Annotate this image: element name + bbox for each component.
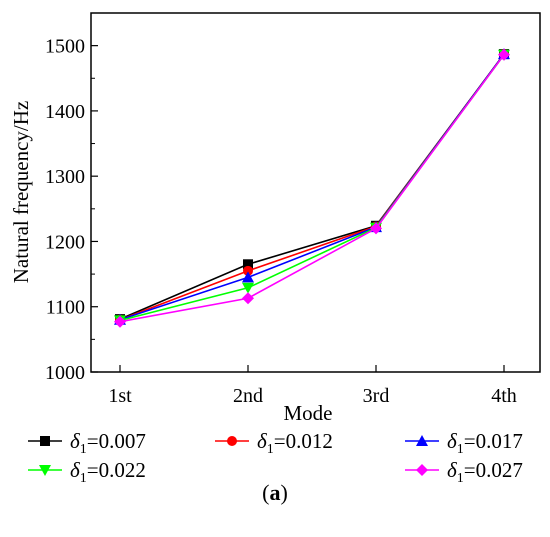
legend-item: δ1=0.012 [215,429,333,457]
series-3 [114,48,510,325]
y-tick-label: 1500 [45,36,85,58]
series-line [119,54,505,322]
data-point [242,282,254,294]
x-tick-label: 4th [491,385,517,407]
legend: δ1=0.007 δ1=0.012 δ1=0.017 δ1=0.022 δ1=0.027 [28,429,523,486]
series-2 [115,49,509,325]
legend-label: δ1=0.022 [70,458,146,486]
y-tick-label: 1100 [46,297,85,319]
data-point [242,292,254,305]
data-point [114,315,126,328]
legend-label: δ1=0.012 [257,429,333,457]
series-line [119,54,505,323]
legend-marker [416,435,428,446]
legend-marker [227,436,237,446]
legend-marker [40,436,50,446]
y-axis: 1000 1100 1200 1300 1400 1500 [45,12,98,384]
series-4 [114,49,510,327]
x-tick-label: 3rd [363,385,390,407]
data-point [498,48,510,61]
y-tick-label: 1200 [45,231,85,253]
legend-item: δ1=0.017 [405,429,523,457]
y-tick-label: 1400 [45,101,85,123]
legend-marker [416,464,428,476]
data-point [243,265,253,276]
y-tick-label: 1300 [45,166,85,188]
legend-label: δ1=0.007 [70,429,146,457]
x-tick-label: 1st [108,385,132,407]
legend-item: δ1=0.027 [405,458,523,486]
y-axis-title: Natural frequency/Hz [9,101,33,284]
data-point [243,259,253,270]
x-tick-label: 2nd [233,385,263,407]
x-axis-title: Mode [284,401,333,425]
series-line [119,53,505,320]
data-point [242,271,254,283]
series-layer [114,48,510,328]
legend-item: δ1=0.007 [28,429,146,457]
x-axis: 1st 2nd 3rd 4th [108,365,517,407]
series-5 [114,48,510,328]
plot-frame [90,12,541,373]
series-line [119,53,505,321]
series-line [119,53,505,321]
y-tick-label: 1000 [45,362,85,384]
legend-label: δ1=0.027 [447,458,523,486]
series-1 [115,49,509,325]
figure-caption: (a) [262,480,288,505]
data-point [370,222,382,235]
legend-item: δ1=0.022 [28,458,146,486]
legend-label: δ1=0.017 [447,429,523,457]
legend-marker [39,465,51,476]
